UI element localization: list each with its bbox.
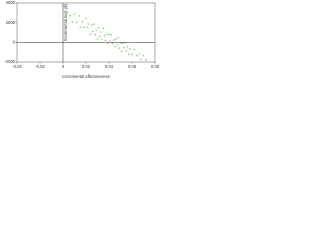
point xyxy=(112,39,115,41)
y-tick-label: 2000 xyxy=(6,20,16,25)
point xyxy=(109,40,111,42)
page: {"chart_data": {"type": "scatter", "x_la… xyxy=(0,0,320,80)
point xyxy=(145,59,147,61)
point xyxy=(92,30,94,33)
point xyxy=(126,45,129,48)
x-tick-label: 0.06 xyxy=(128,64,137,69)
y-tick-label: 0 xyxy=(13,39,16,44)
point xyxy=(102,27,105,30)
point xyxy=(73,13,76,16)
point xyxy=(117,36,119,39)
point xyxy=(82,26,85,29)
point xyxy=(110,33,113,36)
point xyxy=(118,47,121,49)
point xyxy=(95,29,98,32)
y-tick-label: 4000 xyxy=(6,0,16,5)
point xyxy=(104,39,107,42)
point xyxy=(131,53,133,55)
point xyxy=(115,38,117,41)
point xyxy=(76,21,78,24)
point xyxy=(111,42,114,45)
point xyxy=(105,33,108,35)
x-tick-label: 0 xyxy=(62,64,65,69)
point xyxy=(99,35,101,38)
point xyxy=(113,45,116,48)
point xyxy=(79,26,82,29)
point xyxy=(94,33,96,36)
plot-frame xyxy=(16,2,156,63)
point xyxy=(64,16,67,18)
x-tick-label: 0.08 xyxy=(151,64,159,69)
point xyxy=(66,11,69,14)
point xyxy=(71,21,73,23)
point xyxy=(96,38,99,40)
point xyxy=(138,53,140,55)
point xyxy=(101,38,103,41)
y-axis-label: Incremental cost ($) xyxy=(63,3,68,41)
x-tick-label: 0.04 xyxy=(105,64,114,69)
point xyxy=(103,35,106,37)
point xyxy=(69,14,71,17)
x-tick-label: -0.04 xyxy=(12,64,22,69)
point xyxy=(93,23,95,25)
x-tick-label: -0.02 xyxy=(35,64,45,69)
point xyxy=(125,50,128,52)
point xyxy=(78,15,80,17)
point xyxy=(107,42,109,45)
point xyxy=(86,26,88,29)
x-tick-label: 0.02 xyxy=(82,64,91,69)
point xyxy=(142,54,145,57)
point xyxy=(127,53,130,55)
chart: Incremental effectiveness -0.04 -0.02 0 0.0… xyxy=(4,0,159,79)
point xyxy=(108,33,110,36)
point xyxy=(97,26,100,29)
point xyxy=(89,33,92,35)
point xyxy=(133,48,136,51)
point xyxy=(81,20,84,23)
x-axis-label: Incremental effectiveness xyxy=(62,74,109,79)
point xyxy=(87,23,90,25)
point xyxy=(122,42,124,44)
point xyxy=(85,17,87,20)
point xyxy=(123,46,125,49)
point xyxy=(100,31,102,33)
point xyxy=(135,54,138,57)
point xyxy=(128,48,131,50)
point xyxy=(90,24,93,26)
point xyxy=(116,44,118,46)
point xyxy=(120,50,123,53)
point xyxy=(140,58,142,61)
y-tick-label: -2000 xyxy=(4,59,15,64)
